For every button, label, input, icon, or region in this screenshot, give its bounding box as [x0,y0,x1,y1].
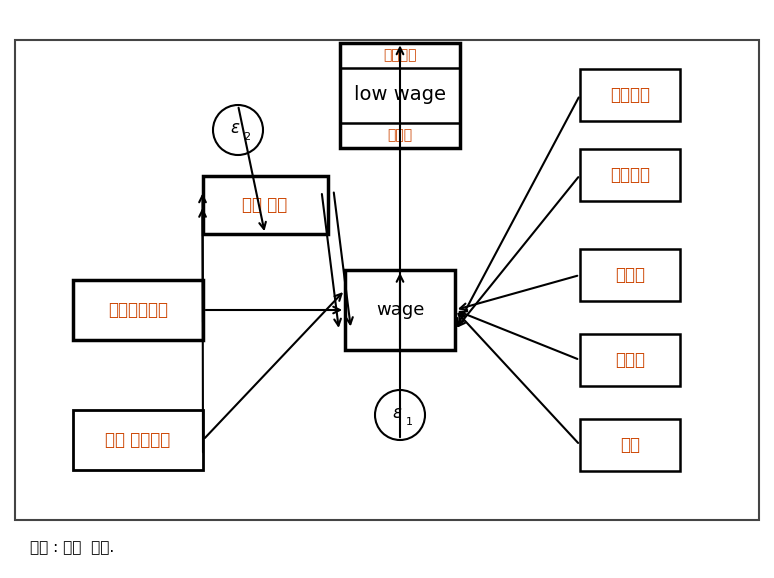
Text: wage: wage [376,301,424,319]
Bar [15,40,759,520]
Bar [73,280,203,340]
Bar [345,270,455,350]
Text: ε: ε [231,119,239,137]
Text: 1: 1 [406,417,413,427]
Bar [580,334,680,386]
Text: 짧은 근속: 짧은 근속 [242,196,288,214]
Bar [73,410,203,470]
Text: 유노조사업장: 유노조사업장 [108,301,168,319]
Text: ε: ε [392,404,402,422]
Bar [580,249,680,301]
Text: low wage: low wage [354,86,446,105]
Text: 중소기업: 중소기업 [610,166,650,184]
Text: 여성: 여성 [620,436,640,454]
Text: 저학력: 저학력 [615,266,645,284]
Bar [580,69,680,121]
Text: 고령층: 고령층 [615,351,645,369]
Bar [340,43,460,147]
Text: 프로빗: 프로빗 [388,128,413,142]
Text: 해외 아웃소싱: 해외 아웃소싱 [105,431,170,449]
Text: 서비스업: 서비스업 [610,86,650,104]
Text: 2: 2 [244,132,251,142]
Text: 자료 : 필자  작성.: 자료 : 필자 작성. [30,540,115,555]
Text: 베르누이: 베르누이 [383,48,416,62]
Bar [580,149,680,201]
Bar [203,176,327,234]
Bar [580,419,680,471]
